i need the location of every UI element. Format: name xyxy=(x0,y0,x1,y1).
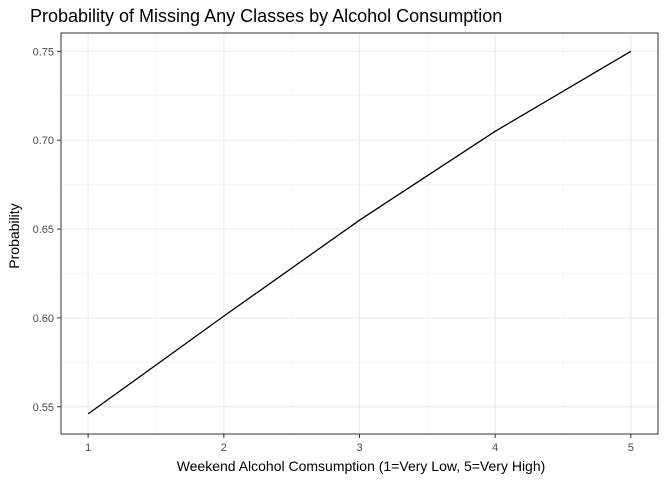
x-tick-label: 3 xyxy=(356,442,362,454)
x-axis-label: Weekend Alcohol Comsumption (1=Very Low,… xyxy=(177,458,546,474)
y-axis: 0.55 0.60 0.65 0.70 0.75 xyxy=(33,46,61,414)
series-line xyxy=(87,50,632,415)
y-tick-label: 0.60 xyxy=(33,313,54,325)
x-tick-label: 5 xyxy=(628,442,634,454)
y-tick-label: 0.75 xyxy=(33,46,54,58)
y-tick-label: 0.65 xyxy=(33,224,54,236)
x-tick-label: 4 xyxy=(492,442,498,454)
x-tick-label: 2 xyxy=(221,442,227,454)
x-tick-label: 1 xyxy=(85,442,91,454)
series-layer xyxy=(87,50,632,415)
y-tick-label: 0.70 xyxy=(33,135,54,147)
y-tick-label: 0.55 xyxy=(33,402,54,414)
x-axis: 1 2 3 4 5 xyxy=(85,434,634,454)
chart-title: Probability of Missing Any Classes by Al… xyxy=(30,6,502,26)
major-grid xyxy=(61,33,658,434)
y-axis-label: Probability xyxy=(6,203,22,268)
